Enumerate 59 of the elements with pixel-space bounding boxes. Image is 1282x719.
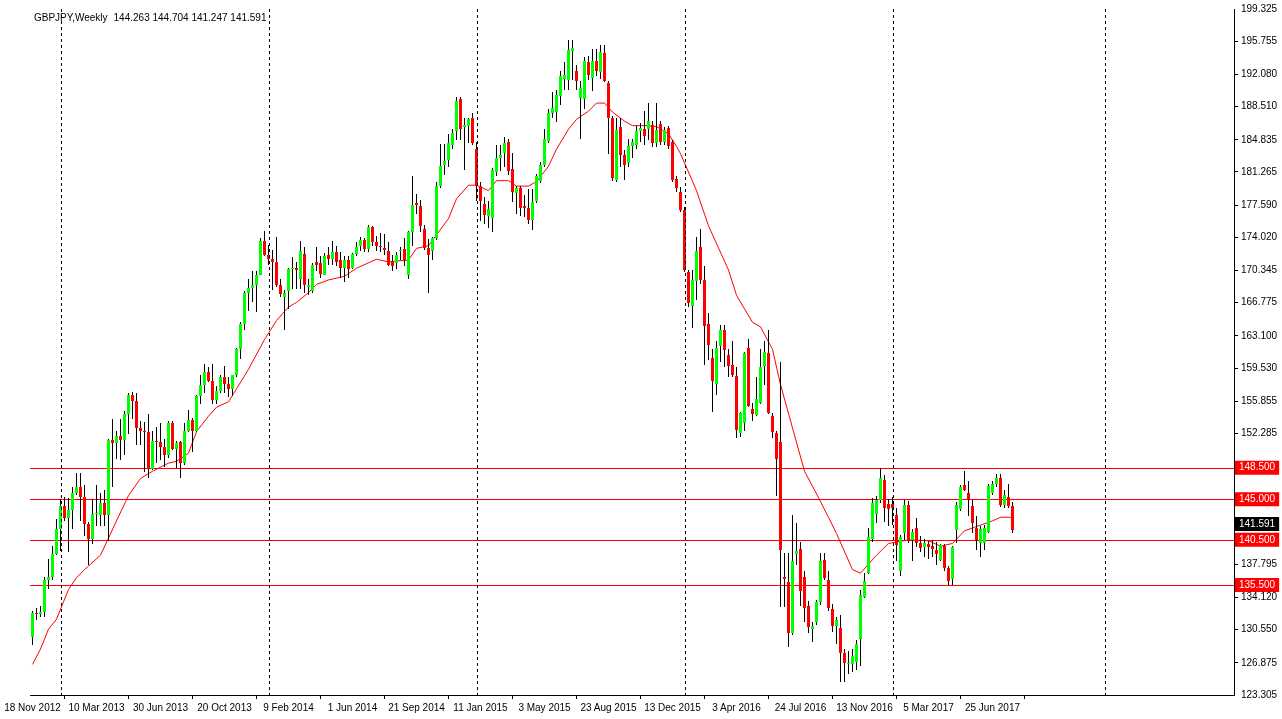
candlestick <box>463 118 466 170</box>
y-tick-label: 192.080 <box>1241 68 1278 80</box>
x-tick-label: 18 Nov 2012 <box>4 701 62 713</box>
x-tick-label: 5 Mar 2017 <box>903 701 955 713</box>
text: 141.591 <box>1239 517 1276 529</box>
y-tick-label: 159.530 <box>1241 361 1278 373</box>
candlestick <box>399 247 402 260</box>
x-tick-label: 3 May 2015 <box>518 701 572 713</box>
ref-line-label: 135.500 <box>1239 578 1276 590</box>
y-tick-label: 137.795 <box>1241 557 1278 569</box>
y-tick-label: 134.120 <box>1241 591 1278 603</box>
y-tick-label: 174.020 <box>1241 231 1278 243</box>
candlestick <box>283 290 286 330</box>
x-tick-label: 3 Apr 2016 <box>712 701 762 713</box>
y-tick-label: 195.755 <box>1241 34 1278 46</box>
y-tick-label: 188.510 <box>1241 100 1278 112</box>
y-tick-label: 170.345 <box>1241 264 1278 276</box>
ref-line-label: 145.000 <box>1239 492 1276 504</box>
x-tick-label: 11 Jan 2015 <box>453 701 509 713</box>
x-tick-label: 23 Aug 2015 <box>580 701 638 713</box>
chart-subtitle: 144.263 144.704 141.247 141.591 <box>113 11 267 23</box>
y-tick-label: 163.100 <box>1241 329 1278 341</box>
x-tick-label: 10 Mar 2013 <box>68 701 126 713</box>
x-tick-label: 1 Jun 2014 <box>327 701 378 713</box>
candlestick <box>251 271 254 302</box>
y-tick-label: 184.835 <box>1241 133 1278 145</box>
y-tick-label: 199.325 <box>1241 2 1278 14</box>
ref-line-label: 140.500 <box>1239 533 1276 545</box>
x-tick-label: 13 Nov 2016 <box>836 701 894 713</box>
candlestick <box>295 262 298 289</box>
y-tick-label: 126.875 <box>1241 656 1278 668</box>
x-tick-label: 9 Feb 2014 <box>263 701 315 713</box>
candlestick <box>795 523 798 565</box>
candlestick <box>571 40 574 80</box>
y-tick-label: 130.550 <box>1241 623 1278 635</box>
chart-title: GBPJPY,Weekly <box>34 11 108 23</box>
x-tick-label: 24 Jul 2016 <box>774 701 827 713</box>
candlestick <box>415 194 418 214</box>
candlestick <box>35 608 38 620</box>
y-tick-label: 155.855 <box>1241 395 1278 407</box>
candlestick <box>383 234 386 255</box>
candlestick <box>155 427 158 463</box>
candlestick <box>291 257 294 289</box>
x-tick-label: 30 Jun 2013 <box>132 701 189 713</box>
x-tick-label: 20 Oct 2013 <box>197 701 253 713</box>
candlestick <box>47 559 50 589</box>
candlestick <box>119 419 122 460</box>
ref-line-label: 148.500 <box>1239 461 1276 473</box>
candlestick <box>379 233 382 252</box>
y-tick-label: 177.590 <box>1241 198 1278 210</box>
x-tick-label: 25 Jun 2017 <box>964 701 1021 713</box>
candlestick <box>847 651 850 674</box>
candlestick <box>95 485 98 526</box>
x-tick-label: 13 Dec 2015 <box>644 701 702 713</box>
y-tick-label: 166.775 <box>1241 296 1278 308</box>
y-tick-label: 123.305 <box>1241 688 1278 700</box>
x-tick-label: 21 Sep 2014 <box>388 701 446 713</box>
y-tick-label: 152.285 <box>1241 427 1278 439</box>
y-tick-label: 181.265 <box>1241 165 1278 177</box>
